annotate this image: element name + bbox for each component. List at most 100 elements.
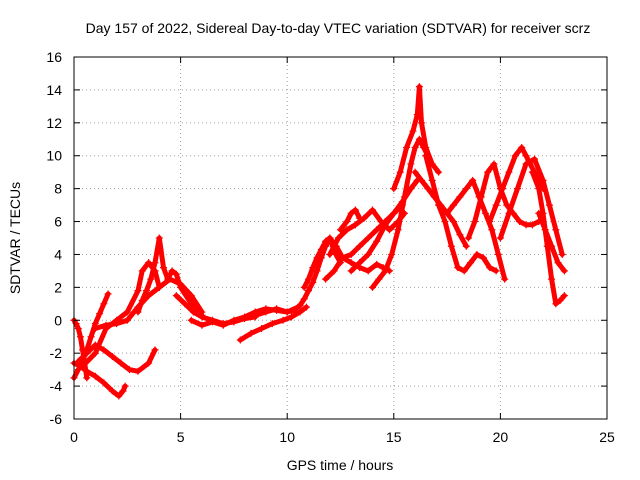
data-point <box>79 346 87 354</box>
data-point <box>375 275 383 283</box>
tick-layer <box>73 56 608 420</box>
data-point <box>415 135 423 143</box>
data-point <box>407 160 415 168</box>
data-point <box>368 283 376 291</box>
data-point <box>356 259 364 267</box>
data-point <box>317 246 325 254</box>
y-tick-label: -4 <box>50 378 63 394</box>
y-tick-label: -6 <box>50 411 63 427</box>
data-point <box>418 119 426 127</box>
data-point <box>548 242 556 250</box>
y-tick-label: 6 <box>54 214 62 230</box>
series-layer <box>70 83 568 400</box>
data-point <box>322 237 330 245</box>
data-point <box>422 144 430 151</box>
data-point <box>347 259 355 267</box>
data-point <box>309 278 317 286</box>
data-point <box>528 168 536 176</box>
data-point <box>560 292 568 300</box>
data-point <box>373 260 381 268</box>
data-point <box>516 218 524 226</box>
x-tick-label: 15 <box>386 429 402 445</box>
data-point <box>302 303 310 311</box>
data-point <box>83 374 91 382</box>
data-point <box>539 176 547 184</box>
data-point <box>198 313 206 321</box>
data-point <box>488 226 496 234</box>
data-point <box>413 111 421 119</box>
data-point <box>541 226 549 234</box>
data-point <box>236 336 244 344</box>
data-point <box>300 295 308 303</box>
data-point <box>145 259 153 267</box>
data-point <box>501 275 509 283</box>
data-point <box>287 313 295 321</box>
series-sat-25 <box>528 168 568 308</box>
data-point <box>381 221 389 229</box>
y-tick-label: 4 <box>54 246 62 262</box>
data-point <box>473 250 481 258</box>
data-point <box>381 267 389 275</box>
data-point <box>443 209 451 217</box>
data-point <box>462 185 470 193</box>
data-point <box>411 168 419 176</box>
data-point <box>273 305 281 313</box>
data-point <box>449 218 457 226</box>
series-sat-26 <box>535 209 568 275</box>
data-point <box>102 321 110 329</box>
data-point <box>91 325 99 332</box>
data-point <box>462 242 470 250</box>
data-point <box>337 226 344 234</box>
y-tick-label: 14 <box>46 82 62 98</box>
data-point <box>334 234 342 242</box>
data-point <box>198 321 206 329</box>
data-point <box>535 209 543 217</box>
data-point <box>492 201 500 209</box>
data-point <box>138 267 146 275</box>
series-line <box>444 177 508 282</box>
data-point <box>400 193 408 201</box>
data-point <box>100 379 108 387</box>
data-point <box>230 316 238 324</box>
y-tick-label: -2 <box>50 345 63 361</box>
y-tick-label: 0 <box>54 312 62 328</box>
data-point <box>83 367 91 375</box>
x-tick-label: 0 <box>70 429 78 445</box>
data-point <box>560 267 568 275</box>
data-point <box>441 218 449 226</box>
data-point <box>415 83 423 91</box>
data-point <box>160 264 168 272</box>
series-sat-10 <box>236 303 310 344</box>
data-point <box>147 275 155 283</box>
data-point <box>528 221 536 229</box>
data-point <box>313 254 321 262</box>
data-point <box>364 250 372 258</box>
y-axis-title: SDTVAR / TECUs <box>7 182 23 294</box>
data-point <box>309 264 317 272</box>
data-point <box>326 250 334 258</box>
data-point <box>411 144 419 151</box>
data-point <box>187 316 195 324</box>
data-point <box>330 267 338 275</box>
data-point <box>347 250 355 258</box>
data-point <box>486 264 494 272</box>
data-point <box>300 283 308 291</box>
data-point <box>479 254 487 262</box>
data-point <box>145 359 153 367</box>
data-point <box>134 308 142 316</box>
series-line <box>237 304 309 343</box>
series-line <box>423 153 499 274</box>
data-point <box>522 221 530 229</box>
data-point <box>339 254 347 262</box>
data-point <box>181 300 189 308</box>
series-sat-7 <box>134 234 206 319</box>
data-point <box>172 292 180 300</box>
data-point <box>471 218 479 226</box>
data-point <box>283 308 291 316</box>
series-sat-20 <box>422 152 500 275</box>
data-point <box>296 308 304 316</box>
data-point <box>247 329 255 337</box>
data-point <box>435 201 443 209</box>
